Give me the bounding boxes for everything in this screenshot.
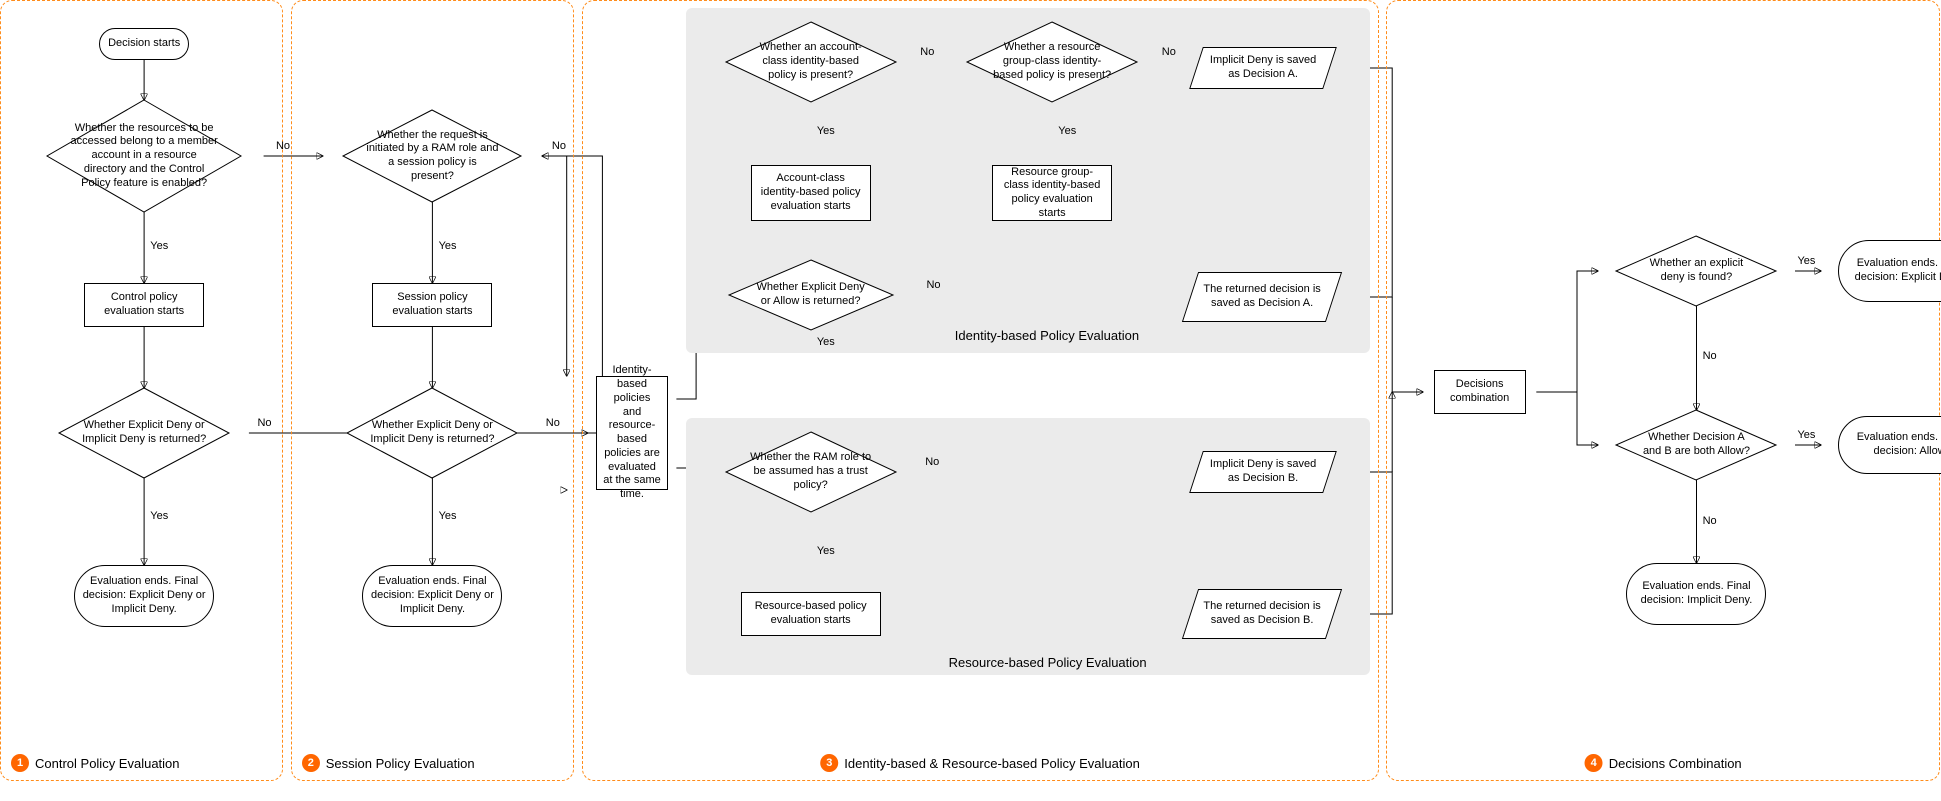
node-text: Implicit Deny is saved as Decision A. (1203, 54, 1323, 82)
edge-label: No (920, 46, 934, 58)
node-n_d1: Whether an explicit deny is found? (1616, 236, 1776, 306)
panel-title: Session Policy Evaluation (326, 756, 475, 771)
node-text: Evaluation ends. Final decision: Explici… (81, 575, 207, 616)
node-text: Account-class identity-based policy eval… (758, 172, 864, 213)
node-n_s2: Session policy evaluation starts (372, 283, 492, 327)
node-text: Whether Explicit Deny or Implicit Deny i… (347, 388, 517, 478)
node-text: Whether the resources to be accessed bel… (47, 100, 241, 212)
edge-label: Yes (817, 545, 835, 557)
edge-label: No (546, 417, 560, 429)
panel-title: Control Policy Evaluation (35, 756, 180, 771)
node-n_d3: Whether Decision A and B are both Allow? (1616, 410, 1776, 480)
node-text: Whether an account-class identity-based … (726, 22, 896, 102)
node-n_c3: Whether Explicit Deny or Implicit Deny i… (59, 388, 229, 478)
panel-badge: 2 (302, 754, 320, 772)
node-text: Whether a resource group-class identity-… (967, 22, 1137, 102)
node-n_start: Decision starts (99, 28, 189, 60)
node-n_c1: Whether the resources to be accessed bel… (47, 100, 241, 212)
node-text: Resource-based policy evaluation starts (748, 600, 874, 628)
node-n_i6: Whether Explicit Deny or Allow is return… (729, 260, 893, 330)
node-text: Whether an explicit deny is found? (1616, 236, 1776, 306)
edge-label: Yes (150, 510, 168, 522)
edge-label: No (926, 279, 940, 291)
edge-label: Yes (1797, 429, 1815, 441)
node-n_i5: Resource group-class identity-based poli… (992, 165, 1112, 221)
node-text: Evaluation ends. Final decision: Explici… (1845, 257, 1941, 285)
node-text: Whether the RAM role to be assumed has a… (726, 432, 896, 512)
edge-label: Yes (817, 125, 835, 137)
edge-label: Yes (1058, 125, 1076, 137)
panel-title: Decisions Combination (1609, 756, 1742, 771)
sub-region-label: Resource-based Policy Evaluation (949, 655, 1147, 670)
node-text: Decision starts (108, 37, 180, 51)
node-n_c2: Control policy evaluation starts (84, 283, 204, 327)
edge-label: No (1162, 46, 1176, 58)
node-text: Control policy evaluation starts (91, 291, 197, 319)
node-n_s1: Whether the request is initiated by a RA… (343, 110, 521, 202)
node-n_s4: Evaluation ends. Final decision: Explici… (362, 565, 502, 627)
edge-label: No (925, 456, 939, 468)
node-n_s3: Whether Explicit Deny or Implicit Deny i… (347, 388, 517, 478)
node-n_i7: The returned decision is saved as Decisi… (1181, 272, 1341, 322)
node-n_i3: Implicit Deny is saved as Decision A. (1189, 47, 1337, 89)
node-text: Whether Explicit Deny or Implicit Deny i… (59, 388, 229, 478)
node-text: The returned decision is saved as Decisi… (1197, 283, 1327, 311)
edge-label: No (552, 140, 566, 152)
node-n_c4: Evaluation ends. Final decision: Explici… (74, 565, 214, 627)
node-n_r2: Implicit Deny is saved as Decision B. (1189, 451, 1337, 493)
node-text: Decisions combination (1441, 378, 1519, 406)
node-text: The returned decision is saved as Decisi… (1197, 600, 1327, 628)
edge-label: No (1703, 515, 1717, 527)
node-n_i1: Whether an account-class identity-based … (726, 22, 896, 102)
node-text: Session policy evaluation starts (379, 291, 485, 319)
node-n_dc: Decisions combination (1434, 370, 1526, 414)
node-n_gate: Identity-based policies and resource-bas… (596, 376, 668, 490)
node-n_i2: Whether a resource group-class identity-… (967, 22, 1137, 102)
node-text: Implicit Deny is saved as Decision B. (1203, 458, 1323, 486)
edge-label: No (276, 140, 290, 152)
edge-label: No (257, 417, 271, 429)
node-text: Whether Decision A and B are both Allow? (1616, 410, 1776, 480)
node-n_d4: Evaluation ends. Final decision: Allow. (1838, 416, 1941, 474)
node-n_r1: Whether the RAM role to be assumed has a… (726, 432, 896, 512)
node-text: Evaluation ends. Final decision: Explici… (369, 575, 495, 616)
node-n_r4: The returned decision is saved as Decisi… (1181, 589, 1341, 639)
sub-region-label: Identity-based Policy Evaluation (955, 328, 1139, 343)
panel-badge: 1 (11, 754, 29, 772)
node-text: Identity-based policies and resource-bas… (603, 364, 661, 502)
panel-badge: 3 (820, 754, 838, 772)
node-n_i4: Account-class identity-based policy eval… (751, 165, 871, 221)
node-n_r3: Resource-based policy evaluation starts (741, 592, 881, 636)
edge-label: Yes (439, 240, 457, 252)
node-n_d5: Evaluation ends. Final decision: Implici… (1626, 563, 1766, 625)
node-n_d2: Evaluation ends. Final decision: Explici… (1838, 240, 1941, 302)
edge-label: Yes (1797, 255, 1815, 267)
node-text: Evaluation ends. Final decision: Implici… (1633, 580, 1759, 608)
node-text: Evaluation ends. Final decision: Allow. (1845, 431, 1941, 459)
panel-badge: 4 (1585, 754, 1603, 772)
node-text: Whether the request is initiated by a RA… (343, 110, 521, 202)
edge-label: Yes (817, 336, 835, 348)
node-text: Whether Explicit Deny or Allow is return… (729, 260, 893, 330)
panel-title: Identity-based & Resource-based Policy E… (844, 756, 1140, 771)
edge-label: Yes (150, 240, 168, 252)
edge-label: No (1703, 350, 1717, 362)
edge-label: Yes (439, 510, 457, 522)
node-text: Resource group-class identity-based poli… (999, 166, 1105, 221)
